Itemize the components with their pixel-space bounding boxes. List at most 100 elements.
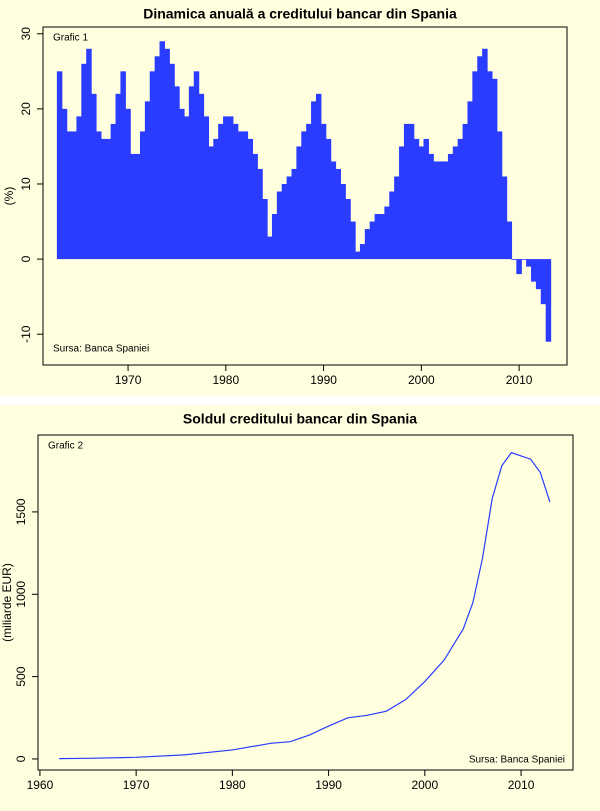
bar [311, 101, 317, 260]
bar [267, 236, 273, 260]
bar [315, 93, 322, 260]
bar [535, 259, 542, 290]
bar [457, 138, 464, 260]
bar [76, 116, 82, 260]
plot-frame [37, 434, 574, 771]
y-tick-label: 10 [19, 177, 33, 191]
bar [301, 131, 307, 260]
x-tick-label: 1990 [310, 373, 337, 387]
x-tick-label: 2000 [411, 778, 438, 792]
bar [379, 214, 385, 260]
bar [227, 116, 234, 260]
bar [545, 259, 552, 342]
annotation: Grafic 2 [48, 441, 83, 452]
bar [438, 161, 444, 260]
bar [252, 153, 258, 260]
y-tick-label: 30 [19, 27, 33, 41]
bar [281, 183, 288, 260]
bar [394, 176, 400, 260]
x-tick-label: 1970 [115, 373, 142, 387]
x-tick-label: 1980 [219, 778, 246, 792]
bar [413, 138, 420, 260]
bar [369, 221, 376, 260]
bar [286, 176, 293, 260]
bar [516, 259, 522, 275]
bar [149, 71, 156, 260]
bar [291, 168, 297, 260]
bar [330, 161, 337, 260]
bar [81, 63, 87, 260]
bar [482, 48, 488, 260]
bar [335, 168, 341, 260]
bar [193, 71, 200, 260]
bar [320, 123, 327, 260]
bar [389, 191, 395, 260]
bar [345, 199, 351, 260]
bar [271, 214, 278, 260]
x-tick-label: 1970 [123, 778, 150, 792]
bar [350, 221, 356, 260]
bar [110, 123, 117, 260]
bar [306, 123, 312, 260]
bar [174, 86, 180, 260]
bar [364, 229, 371, 260]
bar [447, 153, 454, 260]
bar [262, 199, 268, 260]
chart-title: Soldul creditului bancar din Spania [183, 411, 417, 427]
bar [540, 259, 547, 305]
bar [257, 168, 263, 260]
bar [164, 48, 170, 260]
x-tick-label: 2010 [506, 373, 533, 387]
y-tick-label: 20 [19, 102, 33, 116]
bar [213, 138, 219, 260]
bar [159, 41, 166, 260]
bar [403, 123, 410, 260]
x-tick-label: 2010 [508, 778, 535, 792]
y-tick-label: 0 [14, 755, 28, 762]
bar [325, 138, 332, 260]
bar [208, 146, 214, 260]
bar [61, 108, 68, 260]
bar [384, 206, 390, 260]
panel-background [0, 405, 600, 811]
bar [130, 153, 136, 260]
x-tick-label: 2000 [408, 373, 435, 387]
y-tick-label: 0 [19, 255, 33, 262]
bar [487, 71, 493, 260]
bar [188, 86, 195, 260]
bar [340, 183, 346, 260]
bar [506, 221, 513, 260]
bar [359, 244, 366, 260]
bar [526, 259, 532, 267]
bar [56, 71, 63, 260]
bar [296, 146, 302, 260]
bar [183, 116, 190, 260]
bar [242, 131, 249, 260]
bar [237, 131, 244, 260]
plot-frame [42, 26, 568, 366]
chart-title: Dinamica anuală a creditului bancar din … [143, 6, 457, 22]
bar [477, 56, 483, 260]
bar [105, 138, 112, 260]
bar [95, 131, 102, 260]
bar [374, 214, 381, 260]
annotation: Sursa: Banca Spaniei [469, 755, 565, 766]
bar [203, 116, 210, 260]
bar [232, 123, 239, 260]
line [59, 451, 551, 760]
annotation: Grafic 1 [53, 33, 88, 44]
y-axis-label: (miliarde EUR) [0, 563, 14, 642]
bar [467, 101, 473, 260]
bar [408, 123, 415, 260]
bar [125, 108, 131, 260]
bar [91, 93, 97, 260]
bar [154, 56, 161, 260]
bar [247, 138, 253, 260]
bar [144, 101, 151, 260]
bar [491, 78, 498, 260]
bar [139, 131, 146, 260]
bar [115, 93, 122, 260]
annotation: Sursa: Banca Spaniei [53, 344, 149, 355]
